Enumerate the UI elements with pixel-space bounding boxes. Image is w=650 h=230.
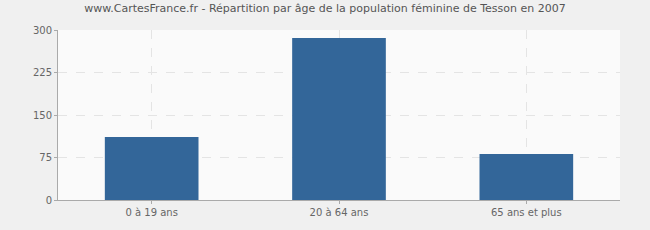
svg-text:20 à 64 ans: 20 à 64 ans: [310, 207, 369, 218]
svg-text:75: 75: [39, 152, 52, 163]
svg-text:150: 150: [33, 110, 52, 121]
svg-text:0 à 19 ans: 0 à 19 ans: [125, 207, 177, 218]
svg-text:www.CartesFrance.fr - Répartit: www.CartesFrance.fr - Répartition par âg…: [84, 2, 566, 15]
svg-text:65 ans et plus: 65 ans et plus: [491, 207, 562, 218]
svg-text:0: 0: [46, 195, 52, 206]
svg-text:300: 300: [33, 25, 52, 36]
svg-text:225: 225: [33, 67, 52, 78]
